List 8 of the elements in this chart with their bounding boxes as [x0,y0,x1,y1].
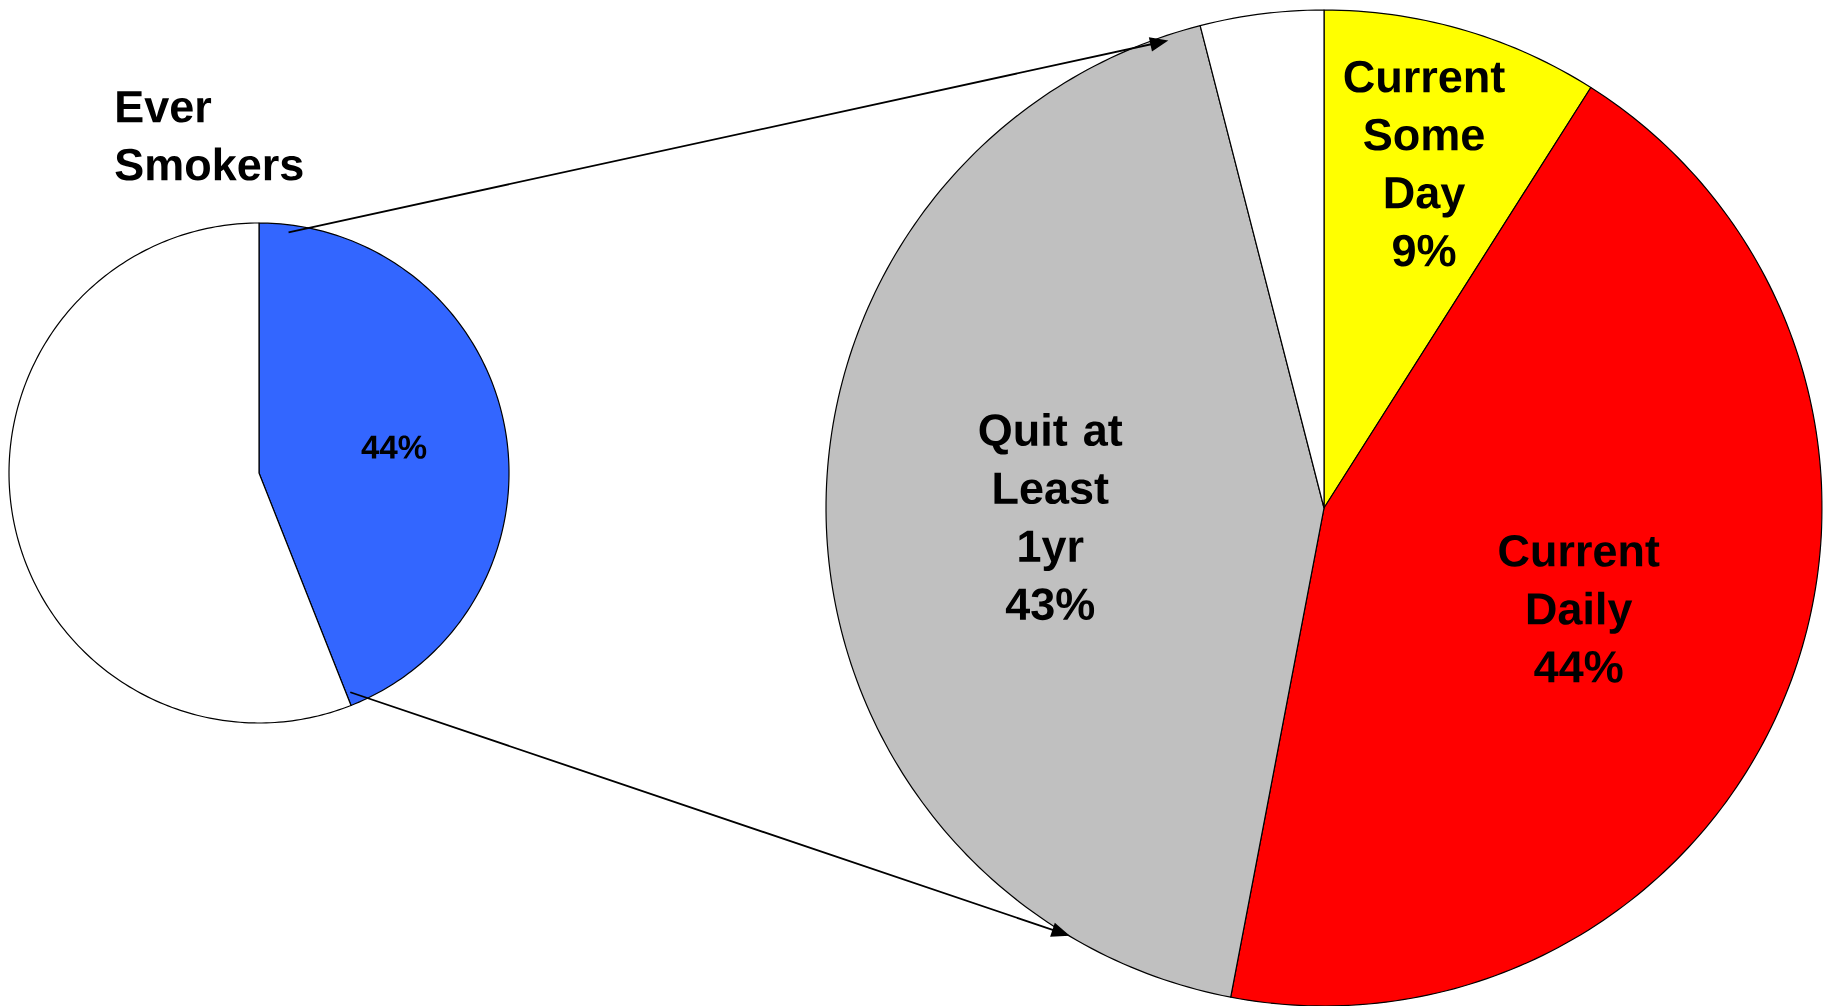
slice-label: Quit at Least 1yr [979,413,1123,571]
data-label: 43% [1005,588,1095,621]
slice-label: Current Daily [1499,534,1660,634]
slice-label: Current Some Day [1344,60,1505,218]
data-label: 44% [1534,651,1623,683]
data-label: 44% [361,435,427,459]
chart-title: Ever Smokers [115,91,303,181]
data-label: 9% [1393,234,1456,267]
